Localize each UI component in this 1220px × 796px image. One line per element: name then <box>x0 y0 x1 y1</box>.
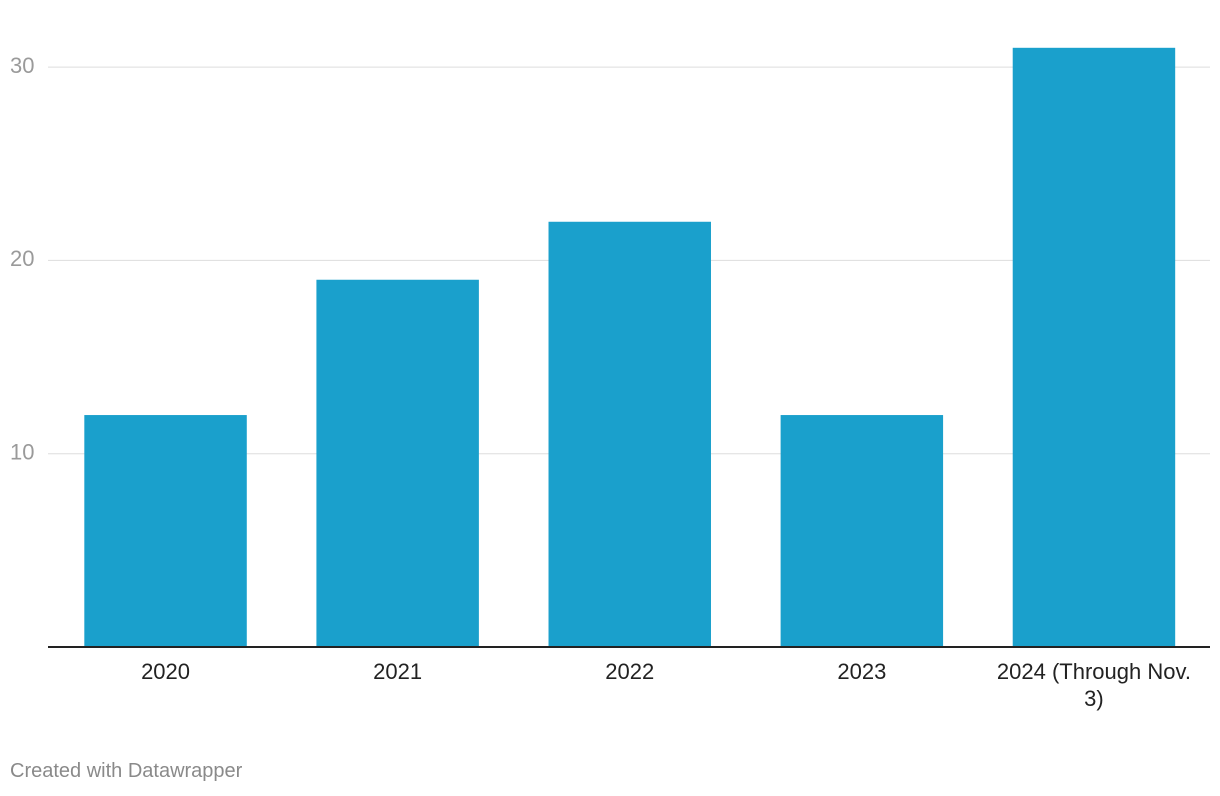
x-tick-label: 2022 <box>605 659 655 684</box>
bar <box>780 415 944 647</box>
bar <box>316 279 479 647</box>
x-tick-label: 2020 <box>141 659 191 684</box>
x-tick-label: 2023 <box>837 659 887 684</box>
y-tick-label: 20 <box>10 246 34 271</box>
bar <box>548 221 711 647</box>
bar <box>84 415 247 647</box>
x-tick-label: 2024 (Through Nov. 3) <box>996 659 1191 711</box>
y-tick-label: 30 <box>10 53 34 78</box>
x-tick-label: 2021 <box>373 659 423 684</box>
y-tick-label: 10 <box>10 440 34 465</box>
credit: Created with Datawrapper <box>10 760 243 782</box>
bar <box>1012 47 1176 648</box>
